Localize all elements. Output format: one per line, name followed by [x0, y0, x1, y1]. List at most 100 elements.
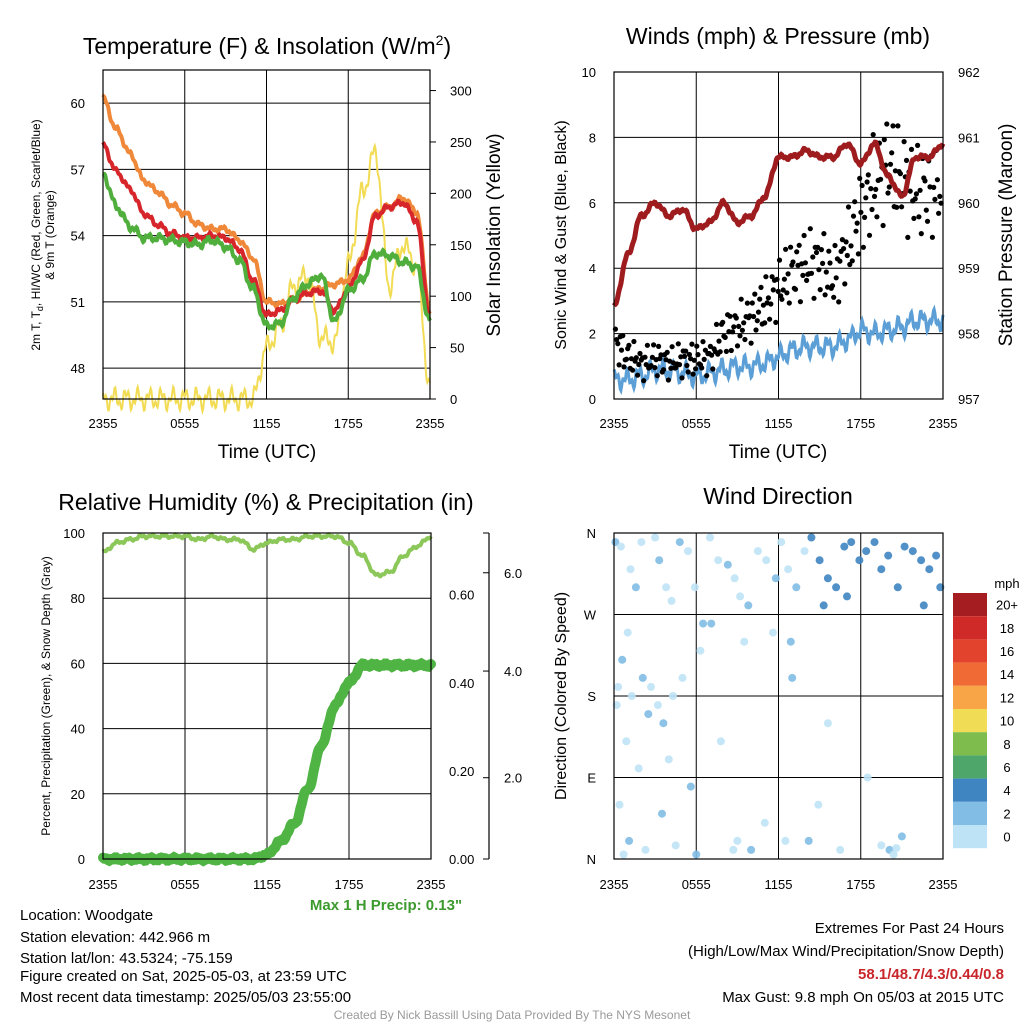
- gust-point: [765, 295, 772, 301]
- gust-point: [621, 364, 627, 370]
- temperature-y2tick: 50: [450, 341, 464, 356]
- gust-point: [707, 343, 714, 349]
- winds-xtick: 1155: [765, 416, 793, 431]
- gust-point: [636, 361, 642, 368]
- direction-point: [658, 809, 666, 818]
- direction-point: [623, 628, 632, 637]
- gust-point: [854, 220, 860, 226]
- temperature-panel: Temperature (F) & Insolation (W/m2) 2355…: [29, 32, 505, 463]
- temperature-xlabel: Time (UTC): [218, 442, 317, 463]
- direction-point: [893, 583, 902, 592]
- direction-point: [644, 710, 653, 719]
- gust-point: [932, 196, 938, 202]
- direction-point: [634, 764, 643, 773]
- gust-point: [849, 258, 855, 264]
- insolation-line: [102, 142, 431, 416]
- gust-point: [786, 300, 792, 306]
- direction-point: [800, 547, 809, 556]
- humidity-title: Relative Humidity (%) & Precipitation (i…: [58, 489, 473, 515]
- temp-2m-line: [101, 141, 431, 318]
- gust-point: [626, 342, 632, 348]
- speed-legend-label: 8: [1003, 737, 1010, 752]
- gust-point: [922, 178, 928, 184]
- humidity-y2tick: 0.40: [449, 676, 474, 691]
- gust-point: [704, 373, 710, 379]
- direction-point: [855, 556, 864, 565]
- direction-point: [612, 701, 621, 710]
- station-location: Location: Woodgate: [20, 907, 153, 924]
- gust-point: [923, 207, 929, 213]
- wind-speed-line: [612, 304, 945, 396]
- direction-point: [614, 682, 623, 691]
- gust-point: [880, 222, 886, 229]
- speed-legend-label: 2: [1003, 806, 1010, 821]
- direction-grid: [614, 533, 943, 859]
- gust-point: [802, 260, 809, 266]
- direction-point: [723, 560, 732, 569]
- temperature-y2tick: 150: [450, 238, 472, 253]
- humidity-xtick: 1155: [253, 877, 281, 892]
- speed-legend-title: mph: [994, 576, 1019, 591]
- temperature-y2label: Solar Insolation (Yellow): [484, 133, 505, 336]
- gust-point: [831, 294, 837, 300]
- temperature-y2tick: 0: [450, 392, 457, 407]
- gust-point: [816, 267, 822, 273]
- direction-point: [627, 692, 636, 700]
- speed-legend-label: 4: [1003, 783, 1010, 798]
- gust-point: [633, 355, 639, 361]
- temperature-xtick: 0555: [170, 416, 199, 431]
- direction-point: [716, 737, 725, 746]
- winds-ytick: 10: [582, 65, 596, 80]
- gust-point: [913, 191, 920, 197]
- direction-point: [637, 538, 646, 547]
- gust-point: [847, 261, 853, 268]
- direction-point: [730, 574, 739, 583]
- direction-point: [889, 850, 898, 859]
- gust-point: [736, 323, 742, 329]
- direction-point: [781, 836, 790, 845]
- gust-point: [618, 347, 625, 353]
- gust-point: [918, 231, 924, 237]
- winds-title: Winds (mph) & Pressure (mb): [626, 23, 930, 49]
- gust-point: [775, 288, 781, 294]
- speed-legend-swatch: [953, 616, 987, 640]
- humidity-ytick: 0: [78, 852, 85, 867]
- gust-point: [813, 249, 820, 256]
- gust-point: [757, 296, 763, 302]
- speed-legend-swatch: [953, 801, 987, 825]
- gust-point: [728, 347, 734, 354]
- speed-legend-label: 0: [1003, 830, 1010, 845]
- gust-point: [832, 242, 838, 249]
- direction-point: [804, 836, 813, 845]
- temperature-ylabel-2: & 9m T (Orange): [43, 190, 57, 280]
- direction-point: [706, 533, 714, 542]
- direction-point: [936, 583, 945, 592]
- direction-point: [884, 551, 893, 560]
- temperature-ytick: 54: [71, 229, 85, 244]
- direction-point: [908, 547, 917, 556]
- gust-point: [897, 171, 904, 177]
- gust-point: [868, 186, 874, 192]
- direction-point: [625, 836, 634, 845]
- gust-point: [934, 177, 941, 183]
- temperature-series: [101, 93, 432, 416]
- temperature-y2tick: 200: [450, 186, 472, 201]
- temperature-ytick: 60: [71, 96, 85, 111]
- gust-point: [737, 333, 743, 339]
- gust-point: [685, 369, 691, 375]
- gust-point: [865, 172, 871, 178]
- gust-point: [651, 342, 657, 348]
- direction-point: [655, 556, 664, 565]
- gust-point: [863, 195, 869, 201]
- direction-point: [760, 818, 769, 827]
- gust-point: [749, 300, 755, 306]
- direction-point: [897, 832, 906, 841]
- direction-point: [729, 845, 738, 854]
- gust-point: [871, 193, 878, 199]
- credit-line: Created By Nick Bassill Using Data Provi…: [334, 1008, 691, 1022]
- direction-point: [651, 533, 660, 542]
- gust-point: [911, 215, 917, 221]
- gust-point: [628, 356, 635, 362]
- gust-point: [887, 161, 894, 167]
- direction-point: [870, 538, 879, 547]
